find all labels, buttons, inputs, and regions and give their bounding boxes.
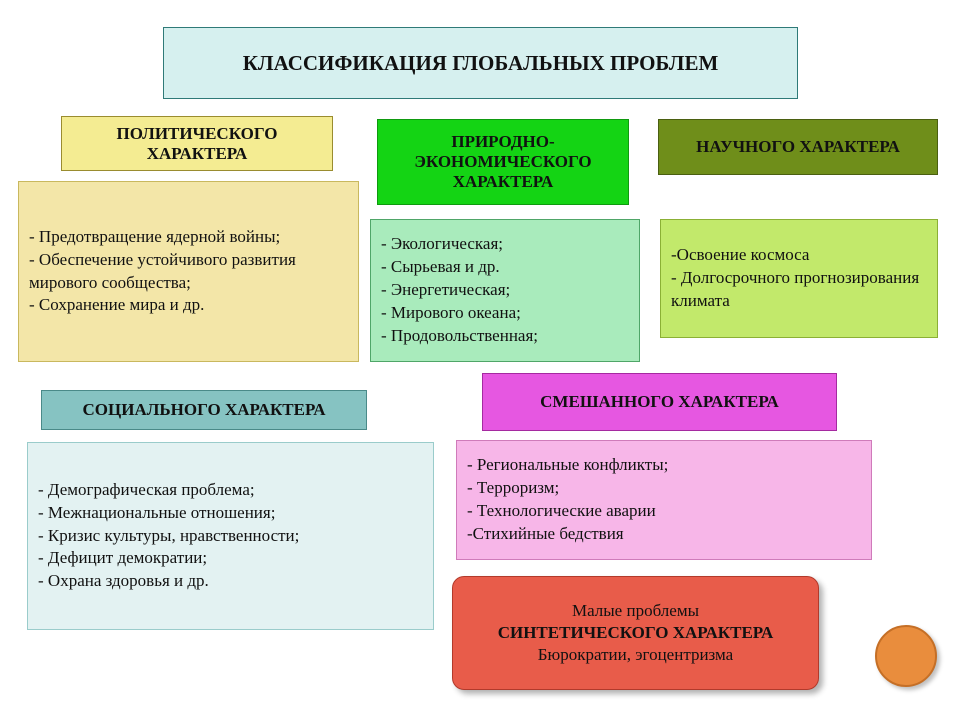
list-item: - Продовольственная; [381,325,629,348]
list-item: - Сырьевая и др. [381,256,629,279]
list-item: - Региональные конфликты; [467,454,861,477]
list-item: - Мирового океана; [381,302,629,325]
science-heading-text: НАУЧНОГО ХАРАКТЕРА [669,137,927,157]
social-heading-text: СОЦИАЛЬНОГО ХАРАКТЕРА [52,400,356,420]
decor-circle-icon [875,625,937,687]
science-heading: НАУЧНОГО ХАРАКТЕРА [658,119,938,175]
list-item: - Сохранение мира и др. [29,294,348,317]
natural-heading-text: ПРИРОДНО-ЭКОНОМИЧЕСКОГО ХАРАКТЕРА [388,132,618,192]
title-box: КЛАССИФИКАЦИЯ ГЛОБАЛЬНЫХ ПРОБЛЕМ [163,27,798,99]
science-body: -Освоение космоса- Долгосрочного прогноз… [660,219,938,338]
list-item: - Охрана здоровья и др. [38,570,423,593]
list-item: - Межнациональные отношения; [38,502,423,525]
list-item: - Кризис культуры, нравственности; [38,525,423,548]
list-item: - Технологические аварии [467,500,861,523]
political-heading-text: ПОЛИТИЧЕСКОГО ХАРАКТЕРА [72,124,322,164]
mixed-body: - Региональные конфликты;- Терроризм;- Т… [456,440,872,560]
synthetic-line3: Бюрократии, эгоцентризма [463,644,808,666]
political-heading: ПОЛИТИЧЕСКОГО ХАРАКТЕРА [61,116,333,171]
social-body: - Демографическая проблема;- Межнационал… [27,442,434,630]
list-item: - Долгосрочного прогнозирования климата [671,267,927,313]
title-text: КЛАССИФИКАЦИЯ ГЛОБАЛЬНЫХ ПРОБЛЕМ [174,51,787,76]
political-body: - Предотвращение ядерной войны;- Обеспеч… [18,181,359,362]
synthetic-line1: Малые проблемы [463,600,808,622]
list-item: - Энергетическая; [381,279,629,302]
mixed-heading-text: СМЕШАННОГО ХАРАКТЕРА [493,392,826,412]
list-item: -Стихийные бедствия [467,523,861,546]
natural-body: - Экологическая; - Сырьевая и др.- Энерг… [370,219,640,362]
social-heading: СОЦИАЛЬНОГО ХАРАКТЕРА [41,390,367,430]
synthetic-box: Малые проблемы СИНТЕТИЧЕСКОГО ХАРАКТЕРА … [452,576,819,690]
list-item: - Предотвращение ядерной войны; [29,226,348,249]
list-item: - Обеспечение устойчивого развития миров… [29,249,348,295]
list-item: - Демографическая проблема; [38,479,423,502]
list-item: - Экологическая; [381,233,629,256]
synthetic-line2: СИНТЕТИЧЕСКОГО ХАРАКТЕРА [463,622,808,644]
list-item: -Освоение космоса [671,244,927,267]
list-item: - Дефицит демократии; [38,547,423,570]
list-item: - Терроризм; [467,477,861,500]
mixed-heading: СМЕШАННОГО ХАРАКТЕРА [482,373,837,431]
natural-heading: ПРИРОДНО-ЭКОНОМИЧЕСКОГО ХАРАКТЕРА [377,119,629,205]
